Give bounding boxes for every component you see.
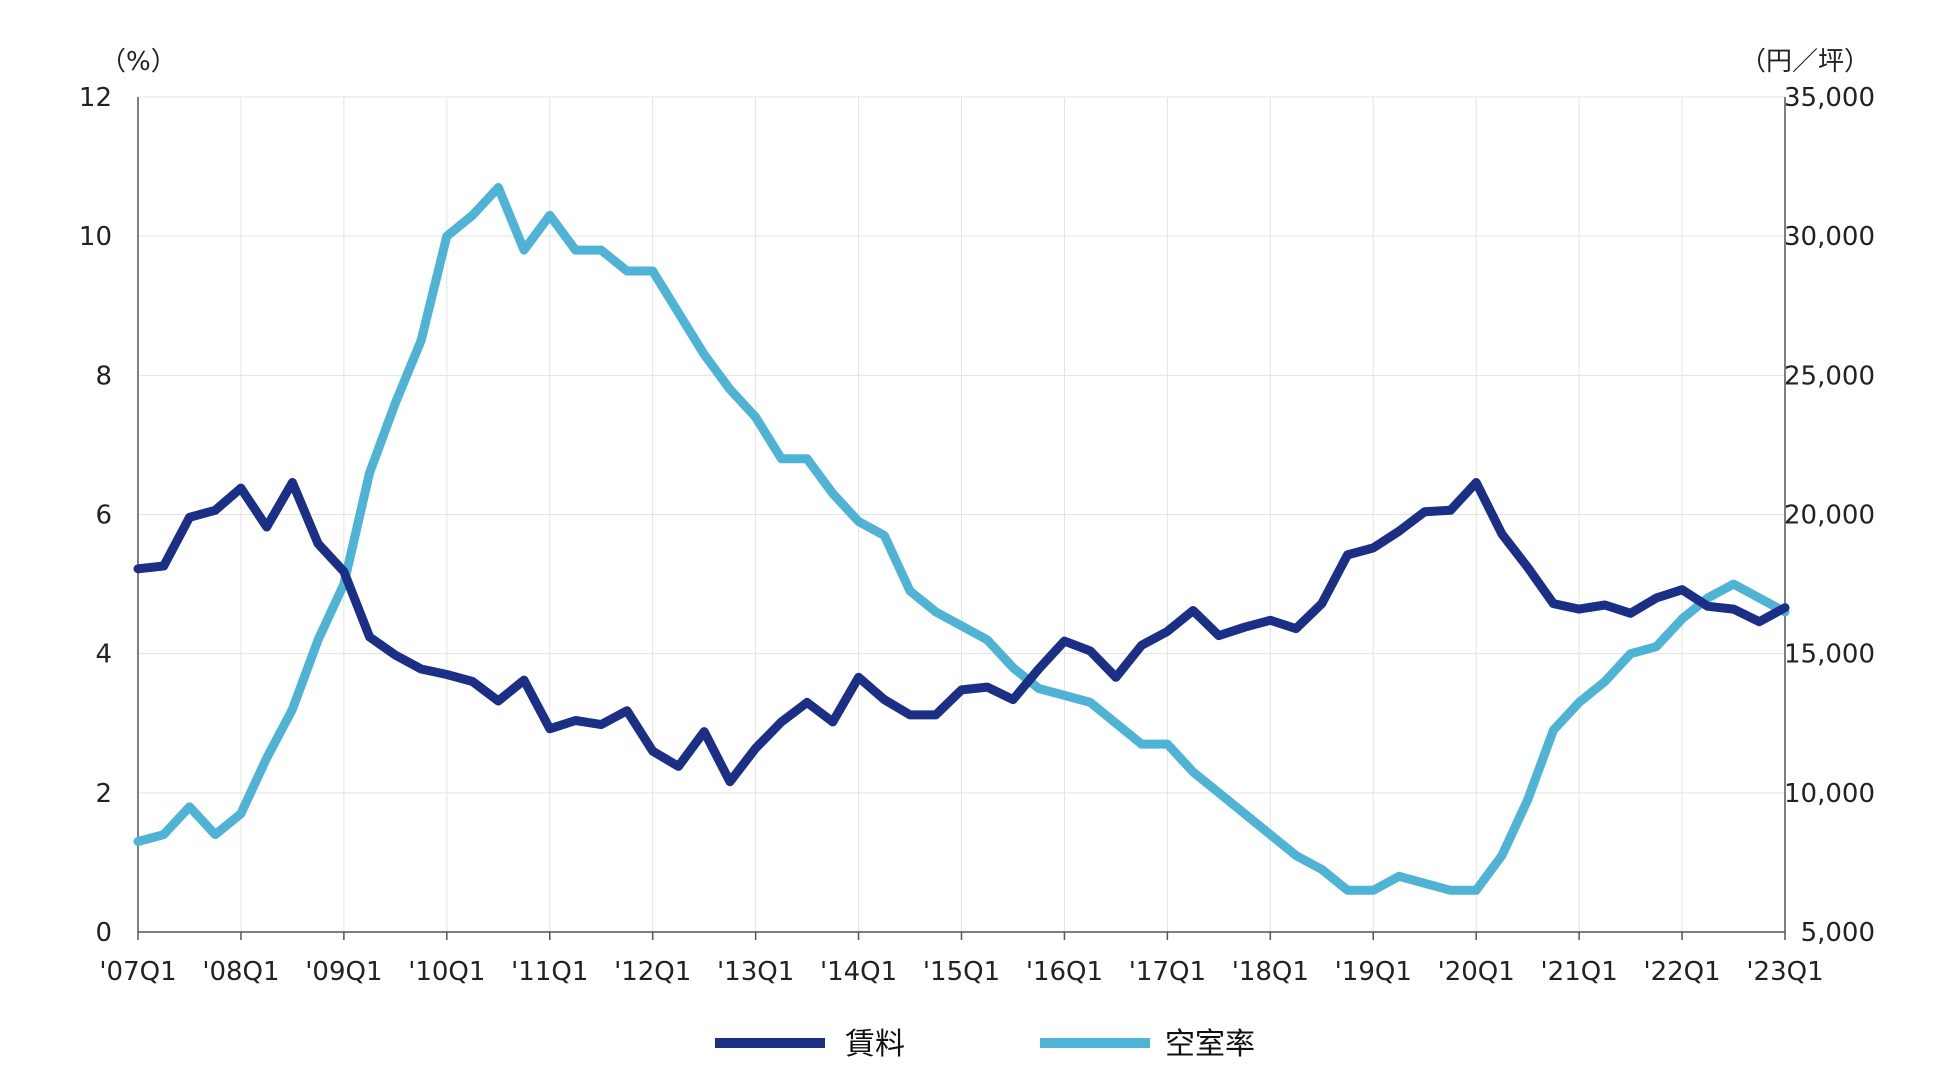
right-tick-label: 5,000: [1801, 918, 1875, 948]
legend-item-vacancy: 空室率: [1040, 1027, 1255, 1062]
x-tick-label: '22Q1: [1643, 957, 1720, 987]
left-axis-ticks: 0 2 4 6 8 10 12: [79, 83, 112, 948]
series-line-vacancy: [133, 183, 1790, 895]
right-axis-unit-label: （円／坪）: [1740, 47, 1870, 77]
right-tick-label: 25,000: [1784, 361, 1875, 391]
right-tick-label: 35,000: [1784, 83, 1875, 113]
x-tick-label: '19Q1: [1335, 957, 1412, 987]
x-tick-label: '16Q1: [1026, 957, 1103, 987]
left-tick-label: 4: [95, 640, 112, 670]
x-tick-label: '08Q1: [202, 957, 279, 987]
x-axis-ticks: '07Q1 '08Q1 '09Q1 '10Q1 '11Q1 '12Q1 '13Q1 '14Q1…: [99, 957, 1823, 987]
x-tick-label: '20Q1: [1438, 957, 1515, 987]
series-lines: [133, 183, 1790, 895]
legend: 賃料 空室率: [715, 1027, 1255, 1062]
x-tick-label: '23Q1: [1746, 957, 1823, 987]
legend-label-rent: 賃料: [845, 1027, 905, 1062]
x-tick-label: '14Q1: [820, 957, 897, 987]
left-tick-label: 6: [95, 501, 112, 531]
x-tick-label: '21Q1: [1541, 957, 1618, 987]
right-tick-label: 15,000: [1784, 640, 1875, 670]
x-tick-label: '11Q1: [511, 957, 588, 987]
series-line-rent: [133, 478, 1790, 787]
left-tick-label: 10: [79, 222, 112, 252]
left-tick-label: 8: [95, 361, 112, 391]
left-tick-label: 2: [95, 779, 112, 809]
x-tick-label: '13Q1: [717, 957, 794, 987]
legend-item-rent: 賃料: [715, 1027, 905, 1062]
x-tick-label: '09Q1: [305, 957, 382, 987]
x-tick-label: '15Q1: [923, 957, 1000, 987]
right-tick-label: 20,000: [1784, 501, 1875, 531]
right-tick-label: 30,000: [1784, 222, 1875, 252]
axes: [137, 97, 1786, 940]
right-tick-label: 10,000: [1784, 779, 1875, 809]
gridlines: [138, 96, 1785, 932]
x-tick-label: '12Q1: [614, 957, 691, 987]
left-tick-label: 0: [95, 918, 112, 948]
right-axis-ticks: 5,000 10,000 15,000 20,000 25,000 30,000 35,00…: [1784, 83, 1875, 948]
left-tick-label: 12: [79, 83, 112, 113]
legend-label-vacancy: 空室率: [1165, 1027, 1255, 1062]
x-tick-label: '07Q1: [99, 957, 176, 987]
x-tick-label: '18Q1: [1232, 957, 1309, 987]
left-axis-unit-label: （%）: [100, 47, 177, 77]
x-tick-label: '10Q1: [408, 957, 485, 987]
x-tick-label: '17Q1: [1129, 957, 1206, 987]
